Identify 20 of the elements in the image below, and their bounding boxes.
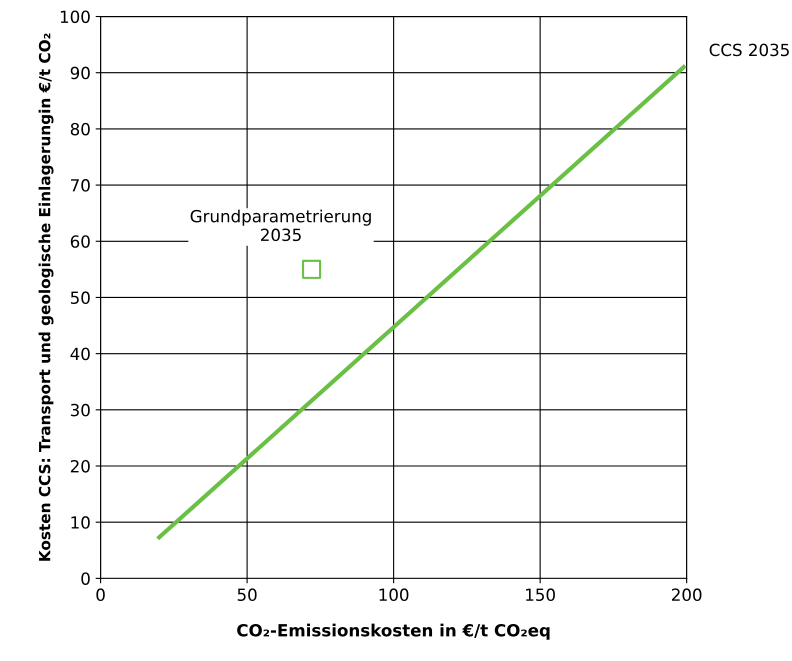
y-tick-label: 40 bbox=[70, 348, 90, 360]
x-tick-label: 0 bbox=[96, 588, 105, 601]
y-tick-label: 90 bbox=[70, 66, 90, 80]
x-tick-label: 200 bbox=[672, 588, 702, 601]
y-tick-label: 10 bbox=[71, 516, 90, 529]
x-tick-label: 50 bbox=[238, 588, 257, 601]
x-axis-title: CO₂-Emissionskosten in €/t CO₂eq bbox=[237, 624, 550, 640]
x-tick-label: 150 bbox=[526, 588, 555, 601]
annotation: CCS 2035 bbox=[710, 44, 789, 56]
y-tick-label: 60 bbox=[70, 235, 90, 248]
annotation: Grundparametrierung 2035 bbox=[190, 210, 371, 242]
y-tick-label: 50 bbox=[70, 291, 90, 304]
y-tick-label: 70 bbox=[71, 179, 90, 192]
y-tick-label: 30 bbox=[70, 404, 90, 416]
y-tick-label: 100 bbox=[60, 10, 90, 24]
y-tick-label: 80 bbox=[70, 122, 90, 136]
y-axis-title: Kosten CCS: Transport und geologische Einlagerungin €/t CO₂ bbox=[38, 34, 54, 561]
y-tick-label: 0 bbox=[81, 572, 90, 585]
x-tick-label: 100 bbox=[380, 588, 408, 601]
y-tick-label: 20 bbox=[70, 460, 90, 473]
